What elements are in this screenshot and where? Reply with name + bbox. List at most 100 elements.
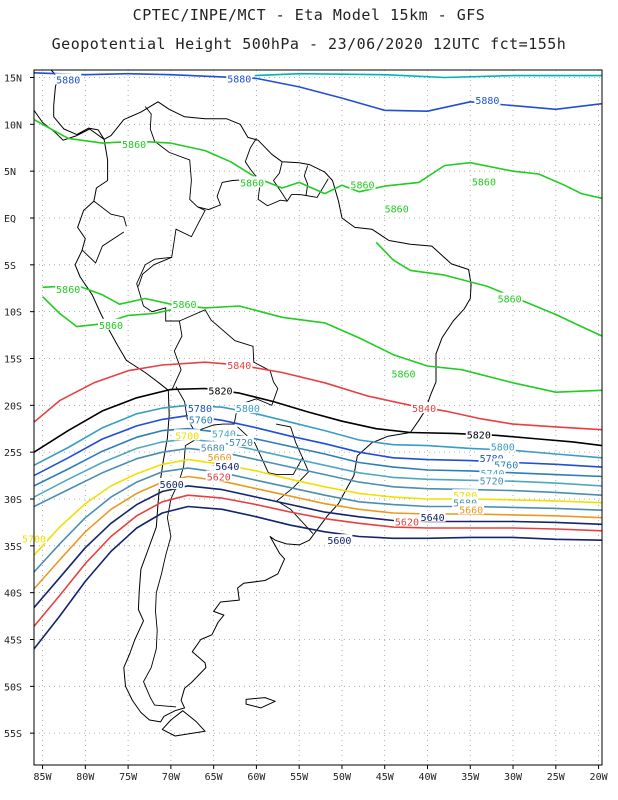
contour-label: 5860 (385, 205, 409, 216)
lon-tick-label: 60W (247, 772, 266, 783)
contour-label-bg (226, 359, 253, 371)
contour-label-bg (393, 515, 420, 527)
contour-5620 (34, 494, 602, 627)
contour-label: 5680 (201, 443, 225, 454)
contour-label-bg (458, 503, 485, 515)
contour-label-bg (205, 470, 232, 482)
contour-label: 5620 (207, 473, 231, 484)
contour-5680 (34, 467, 602, 573)
lon-tick-label: 55W (290, 772, 309, 783)
country-border (244, 138, 329, 207)
contour-label-bg (489, 440, 516, 452)
contour-label-bg (474, 93, 501, 105)
contour-label: 5860 (173, 300, 197, 311)
contour-5720 (34, 447, 602, 508)
contour-label: 5720 (480, 476, 504, 487)
contour-label: 5640 (421, 513, 445, 524)
contour-label-bg (55, 283, 82, 295)
contour-label-bg (326, 534, 353, 546)
contour-label-bg (496, 292, 523, 304)
lat-tick-label: 45S (4, 635, 22, 646)
lat-tick-label: 55S (4, 729, 22, 740)
country-border (93, 200, 127, 227)
contour-label: 5660 (459, 505, 483, 516)
lat-tick-label: 10N (4, 120, 22, 131)
contour-label-bg (234, 402, 261, 414)
contour-label-bg (171, 298, 198, 310)
contour-label-bg (411, 402, 438, 414)
contour-label: 5620 (395, 517, 419, 528)
contour-label-bg (206, 450, 233, 462)
contour-label: 5660 (208, 453, 232, 464)
contour-label-bg (478, 474, 505, 486)
contour-label-bg (226, 72, 253, 84)
lon-tick-label: 30W (504, 772, 523, 783)
contour-5600 (34, 505, 602, 650)
lat-tick-label: 5N (4, 167, 16, 178)
contour-label: 5880 (475, 96, 499, 107)
contour-label-bg (228, 435, 255, 447)
country-border (179, 309, 279, 432)
contour-label: 5880 (56, 75, 80, 86)
contour-label-bg (174, 429, 201, 441)
contour-label-bg (465, 428, 492, 440)
contour-label: 5860 (240, 178, 264, 189)
contour-label: 5860 (472, 177, 496, 188)
lon-tick-label: 85W (34, 772, 53, 783)
contour-5880 (254, 72, 602, 79)
lon-tick-label: 40W (418, 772, 437, 783)
contour-label: 5600 (327, 536, 351, 547)
lon-tick-label: 20W (590, 772, 609, 783)
lon-tick-label: 70W (162, 772, 181, 783)
contour-label-bg (390, 367, 417, 379)
contour-label-bg (55, 73, 82, 85)
contour-5860 (34, 118, 602, 200)
contour-label-bg (452, 496, 479, 508)
contour-label: 5840 (227, 361, 251, 372)
contour-label-bg (493, 458, 520, 470)
contour-label: 5600 (160, 480, 184, 491)
lat-tick-label: 20S (4, 401, 22, 412)
contour-label: 5820 (208, 386, 232, 397)
contour-5820 (34, 387, 602, 453)
country-border (197, 179, 248, 211)
contour-label-bg (214, 460, 241, 472)
contour-label-bg (349, 178, 376, 190)
contour-label: 5840 (412, 404, 436, 415)
country-border (276, 457, 314, 534)
contour-5860 (42, 284, 602, 394)
contour-5840 (34, 361, 602, 431)
contour-label-bg (186, 402, 213, 414)
country-border (272, 161, 288, 202)
contour-label: 5700 (175, 431, 199, 442)
contour-label-bg (383, 202, 410, 214)
contour-label-bg (470, 175, 497, 187)
lon-tick-label: 80W (76, 772, 95, 783)
contour-labels: 5880 5880 5880 5860 5860 5860 5860 5860 5860 5860… (21, 72, 523, 547)
contour-label-bg (210, 427, 237, 439)
contour-5860 (375, 241, 602, 337)
country-border (81, 231, 125, 264)
contour-label: 5740 (212, 429, 236, 440)
lat-tick-label: 5S (4, 261, 16, 272)
lat-tick-label: 35S (4, 542, 22, 553)
contour-label-bg (121, 137, 148, 149)
contour-label-bg (187, 413, 214, 425)
contour-label: 5860 (391, 369, 415, 380)
contour-5880 (34, 72, 602, 112)
lat-tick-label: 15S (4, 354, 22, 365)
contour-label-bg (97, 318, 124, 330)
contour-5800 (34, 404, 602, 467)
contour-label: 5800 (236, 404, 260, 415)
south-america-coastline (74, 101, 472, 723)
land-layer (34, 70, 472, 737)
map-frame (33, 69, 603, 766)
lon-tick-label: 50W (333, 772, 352, 783)
contour-label: 5860 (99, 321, 123, 332)
lat-tick-label: 10S (4, 308, 22, 319)
axis-ticks: 15N 10N 5N EQ 5S 10S 15S 20S 25S 30S 35S 40S 45S 50S 5… (4, 73, 609, 783)
contour-label: 5720 (229, 438, 253, 449)
contour-label-bg (478, 451, 505, 463)
lat-tick-label: 25S (4, 448, 22, 459)
country-border (237, 423, 304, 476)
